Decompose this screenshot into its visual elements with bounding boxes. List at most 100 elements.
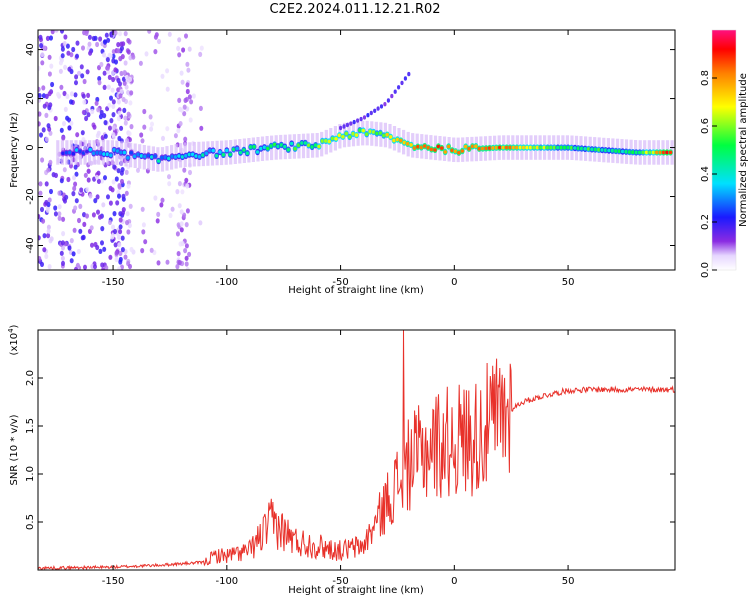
spectrogram-noise-point: [179, 209, 184, 215]
spectrogram-ridge-point: [156, 159, 161, 163]
spectrogram-noise-point: [199, 45, 204, 51]
spectrogram-halo: [301, 133, 306, 159]
spectrogram-noise-point: [75, 53, 79, 59]
spectrogram-noise-point: [179, 221, 184, 227]
spectrogram-noise-point: [177, 37, 182, 43]
spectrogram-noise-point: [165, 68, 170, 74]
spectrogram-noise-point: [117, 110, 122, 116]
spectrogram-noise-point: [121, 96, 126, 103]
spectrogram-noise-point: [168, 212, 173, 219]
spectrogram-noise-point: [185, 267, 190, 270]
spectrogram-noise-point: [62, 121, 66, 127]
spectrogram-noise-point: [124, 169, 129, 175]
spectrogram-noise-point: [67, 245, 72, 251]
spectrogram-noise-point: [99, 109, 104, 116]
spectrogram-noise-point: [105, 106, 110, 112]
spectrogram-noise-point: [182, 111, 187, 117]
spectrogram-halo: [56, 140, 60, 165]
spectrogram-noise-point: [138, 60, 143, 66]
spectrogram-noise-point: [46, 228, 51, 234]
spectrogram-noise-point: [118, 259, 123, 265]
spectrogram-noise-point: [153, 195, 158, 201]
spectrogram-noise-point: [87, 34, 92, 40]
spectrogram-noise-point: [126, 183, 131, 189]
spectrogram-noise-point: [42, 45, 47, 51]
spectrogram-noise-point: [143, 239, 148, 245]
snr-y-tick-label: 0.5: [25, 514, 36, 530]
spectrogram-noise-point: [153, 49, 158, 55]
spectrogram-noise-point: [126, 111, 131, 117]
spectrogram-panel: -150 -100 -50 0 50 -40 -20 0 20 40 Height of str…: [9, 29, 676, 296]
colorbar-ticks: 0.0 0.2 0.4 0.6 0.8: [700, 70, 717, 278]
spectrogram-ridge-point: [122, 150, 127, 155]
spectrogram-noise-point: [97, 80, 102, 86]
spectrogram-ridge-point: [354, 133, 359, 137]
spectrogram-ridge-point: [102, 152, 106, 156]
spectrogram-branch-point: [379, 104, 384, 109]
spectrogram-ridge-point: [579, 146, 584, 151]
spectrogram-ridge-point: [361, 128, 366, 133]
spectrogram-noise-point: [98, 36, 103, 42]
spectrogram-noise-point: [127, 131, 132, 137]
spectrogram-y-label: Frequency (Hz): [9, 112, 20, 188]
spectrogram-noise-point: [44, 181, 49, 187]
spectrogram-ridge-point: [143, 154, 147, 159]
spectrogram-noise-point: [93, 35, 98, 41]
spectrogram-ridge-point: [412, 146, 417, 150]
spectrogram-noise-point: [60, 53, 65, 59]
spectrogram-noise-point: [131, 54, 136, 60]
spectrogram-noise-point: [101, 202, 106, 208]
spectrogram-ridge-point: [504, 145, 509, 150]
spectrogram-noise-point: [116, 42, 121, 48]
spectrogram-noise-point: [58, 60, 63, 66]
spectrogram-noise-point: [57, 190, 62, 196]
spectrogram-noise-point: [85, 69, 90, 75]
spectrogram-noise-point: [155, 218, 160, 224]
spectrogram-ridge-point: [371, 130, 376, 134]
spectrogram-noise-point: [198, 220, 203, 226]
spectrogram-noise-point: [108, 185, 113, 191]
spectrogram-ridge-point: [416, 144, 420, 149]
spectrogram-noise-point: [53, 205, 58, 211]
spectrogram-noise-point: [180, 189, 185, 195]
spectrogram-ridge-point: [347, 135, 352, 139]
spectrogram-noise-point: [94, 100, 99, 106]
snr-y-ticks: 0.5 1.0 1.5 2.0: [25, 370, 675, 530]
spectrogram-noise-point: [175, 231, 180, 237]
spectrogram-noise-point: [99, 61, 104, 68]
spectrogram-noise-point: [184, 255, 189, 261]
spectrogram-noise-point: [47, 91, 52, 97]
spectrogram-noise-point: [120, 178, 124, 185]
spectrogram-ridge-point: [617, 149, 622, 153]
spectrogram-noise-point: [59, 250, 64, 256]
spectrogram-noise-point: [48, 102, 53, 108]
spectrogram-ridge-point: [187, 152, 192, 157]
spectrogram-ridge-point: [296, 143, 301, 147]
spectrogram-noise-point: [38, 235, 41, 241]
spectrogram-ridge-point: [525, 145, 529, 150]
spectrogram-noise-point: [118, 217, 123, 223]
spectrogram-ridge-point: [276, 144, 280, 149]
spectrogram-ridge-point: [641, 150, 645, 155]
spectrogram-noise-point: [39, 43, 44, 49]
spectrogram-ridge-point: [535, 145, 540, 150]
spectrogram-ridge-point: [211, 148, 215, 153]
spectrogram-noise-point: [107, 102, 112, 108]
spectrogram-noise-point: [117, 135, 122, 142]
spectrogram-noise-point: [59, 84, 64, 90]
spectrogram-noise-point: [40, 60, 45, 66]
spectrogram-noise-point: [69, 91, 74, 97]
spectrogram-noise-point: [73, 164, 78, 170]
spectrogram-noise-point: [60, 255, 65, 261]
spectrogram-noise-point: [106, 37, 111, 43]
spectrogram-noise-point: [126, 49, 131, 55]
spectrogram-ridge-point: [272, 142, 277, 147]
spectrogram-noise-point: [59, 127, 64, 133]
spectrogram-noise-point: [101, 267, 106, 270]
spectrogram-noise-point: [150, 121, 154, 127]
spectrogram-noise-point: [92, 124, 97, 130]
spectrogram-ridge-point: [68, 150, 72, 155]
spectrogram-noise-point: [66, 50, 71, 56]
spectrogram-noise-point: [149, 247, 154, 253]
